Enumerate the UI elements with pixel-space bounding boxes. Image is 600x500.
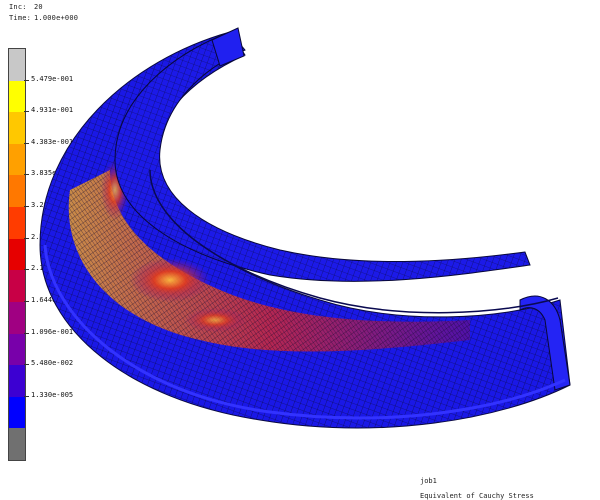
legend-swatch <box>9 428 25 461</box>
legend-swatch <box>9 112 25 145</box>
time-readout: Time: 1.000e+000 <box>9 14 78 22</box>
legend-swatch <box>9 270 25 303</box>
legend-swatch <box>9 175 25 208</box>
legend-swatch <box>9 207 25 240</box>
legend-tick-label: 3.835e-001 <box>31 169 74 178</box>
increment-readout: Inc: 20 <box>9 3 43 11</box>
legend-tick-label: 4.931e-001 <box>31 106 74 115</box>
legend-tick <box>24 364 29 366</box>
legend-swatch <box>9 396 25 429</box>
legend-swatch <box>9 49 25 81</box>
legend-tick-label: 1.096e-001 <box>31 327 74 336</box>
legend-tick <box>24 395 29 397</box>
end-cap-right <box>519 295 571 391</box>
legend-tick <box>24 206 29 208</box>
legend-swatch <box>9 143 25 176</box>
inc-label: Inc: <box>9 3 27 11</box>
job-name: job1 <box>420 477 437 485</box>
legend-tick <box>24 174 29 176</box>
inc-value: 20 <box>34 3 43 11</box>
legend-swatch <box>9 238 25 271</box>
legend-swatch <box>9 80 25 113</box>
legend-tick-label: 1.330e-005 <box>31 390 74 399</box>
end-cap-top <box>211 27 245 67</box>
legend-tick-label: 4.383e-001 <box>31 137 74 146</box>
legend-tick-label: 1.644e-001 <box>31 295 74 304</box>
time-label: Time: <box>9 14 32 22</box>
legend-swatch <box>9 301 25 334</box>
color-scale-legend <box>8 48 26 461</box>
legend-tick-label: 5.479e-001 <box>31 74 74 83</box>
legend-tick <box>24 142 29 144</box>
legend-swatch <box>9 365 25 398</box>
legend-tick <box>24 300 29 302</box>
legend-tick <box>24 332 29 334</box>
legend-tick <box>24 237 29 239</box>
legend-swatch <box>9 333 25 366</box>
time-value: 1.000e+000 <box>34 14 79 22</box>
legend-tick <box>24 79 29 81</box>
legend-tick-label: 5.480e-002 <box>31 359 74 368</box>
result-caption: Equivalent of Cauchy Stress <box>420 492 534 500</box>
legend-tick <box>24 111 29 113</box>
legend-tick <box>24 269 29 271</box>
